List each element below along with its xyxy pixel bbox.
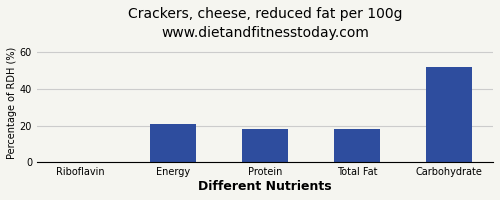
Bar [426,67,472,162]
Title: Crackers, cheese, reduced fat per 100g
www.dietandfitnesstoday.com: Crackers, cheese, reduced fat per 100g w… [128,7,402,40]
Y-axis label: Percentage of RDH (%): Percentage of RDH (%) [7,47,17,159]
Bar [334,129,380,162]
Bar [242,129,288,162]
Bar [150,124,196,162]
X-axis label: Different Nutrients: Different Nutrients [198,180,332,193]
